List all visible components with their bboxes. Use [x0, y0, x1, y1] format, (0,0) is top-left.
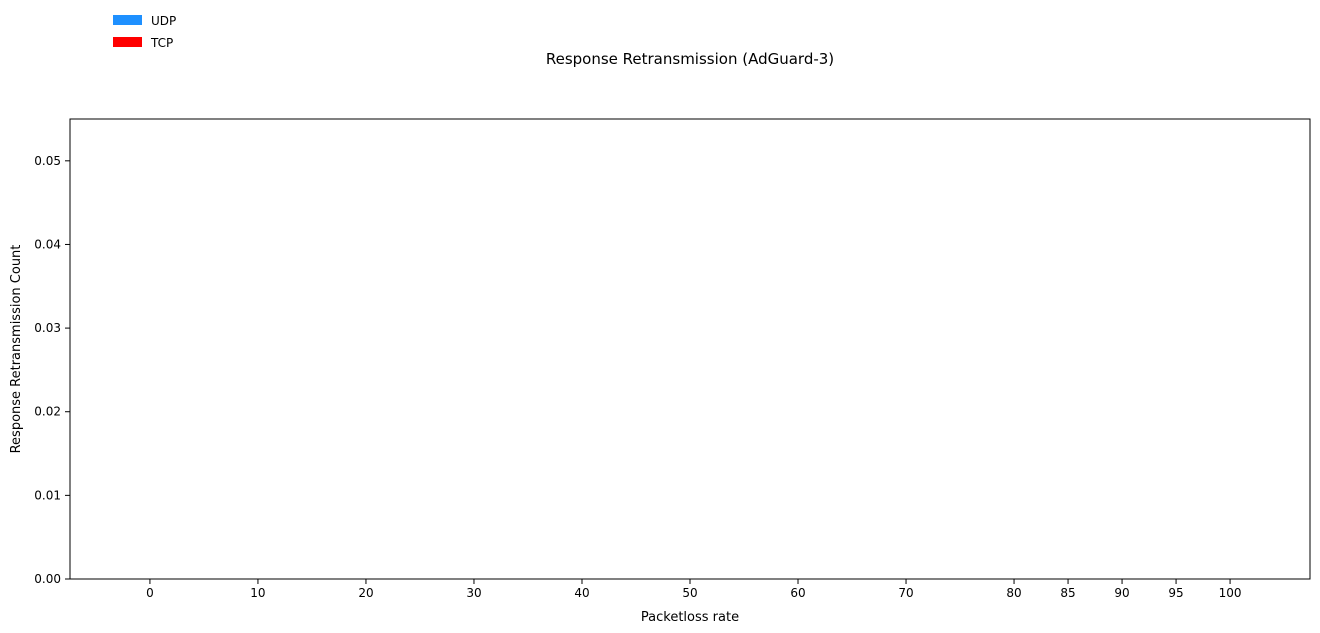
x-tick-label: 95 — [1168, 586, 1183, 600]
x-tick-label: 10 — [250, 586, 265, 600]
y-tick-label: 0.00 — [34, 572, 61, 586]
x-axis-label: Packetloss rate — [641, 610, 739, 625]
x-tick-label: 20 — [358, 586, 373, 600]
y-axis-label: Response Retransmission Count — [9, 245, 24, 454]
x-tick-label: 80 — [1006, 586, 1021, 600]
y-tick-label: 0.03 — [34, 321, 61, 335]
x-tick-label: 40 — [574, 586, 589, 600]
x-tick-label: 0 — [146, 586, 154, 600]
y-tick-label: 0.01 — [34, 488, 61, 502]
legend-label-udp: UDP — [151, 14, 176, 28]
x-axis-ticks: 0 10 20 30 40 50 60 70 80 85 90 95 100 — [146, 579, 1242, 600]
plot-area — [69, 118, 1311, 580]
x-tick-label: 30 — [466, 586, 481, 600]
x-tick-label: 70 — [898, 586, 913, 600]
legend-label-tcp: TCP — [150, 36, 173, 50]
chart-title: Response Retransmission (AdGuard-3) — [546, 50, 834, 68]
x-tick-label: 100 — [1219, 586, 1242, 600]
y-tick-label: 0.02 — [34, 405, 61, 419]
legend: UDP TCP — [113, 14, 176, 50]
y-axis-ticks: 0.00 0.01 0.02 0.03 0.04 0.05 — [34, 154, 70, 586]
x-tick-label: 60 — [790, 586, 805, 600]
x-tick-label: 85 — [1060, 586, 1075, 600]
y-tick-label: 0.04 — [34, 237, 61, 251]
x-tick-label: 50 — [682, 586, 697, 600]
x-tick-label: 90 — [1114, 586, 1129, 600]
y-tick-label: 0.05 — [34, 154, 61, 168]
legend-swatch-udp — [113, 15, 142, 25]
legend-swatch-tcp — [113, 37, 142, 47]
